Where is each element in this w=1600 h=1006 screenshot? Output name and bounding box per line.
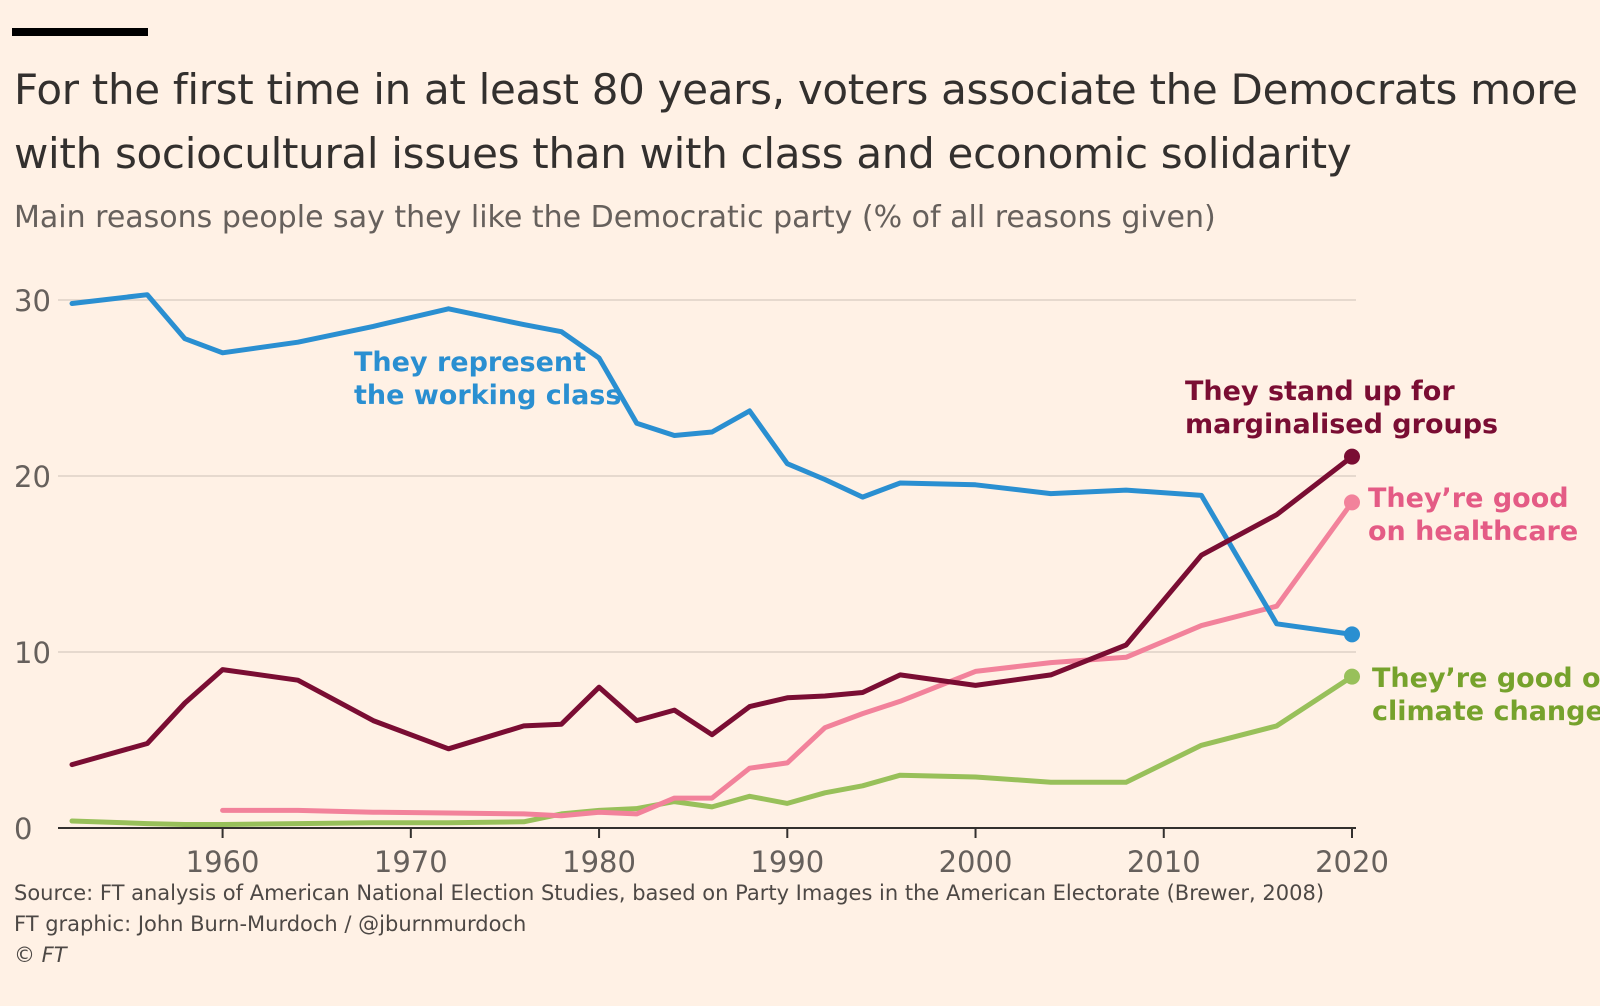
x-tick-label: 2010 <box>1127 845 1201 879</box>
y-tick-label: 10 <box>14 636 51 670</box>
series-marginalised-groups-label: They stand up for <box>1185 376 1455 407</box>
series-working-class-line <box>69 292 1355 637</box>
series-group <box>69 292 1360 827</box>
series-working-class-label: They represent <box>354 347 586 378</box>
x-tick-label: 1980 <box>562 845 636 879</box>
y-tick-label: 20 <box>14 460 51 494</box>
source-note: Source: FT analysis of American National… <box>14 881 1325 905</box>
series-healthcare-label: They’re good <box>1368 483 1569 514</box>
series-marginalised-groups-line <box>69 454 1355 768</box>
y-axis: 0 10 20 30 <box>14 284 51 846</box>
series-healthcare-line <box>220 499 1355 819</box>
series-working-class-end-marker <box>1344 626 1360 643</box>
copyright: © FT <box>14 943 67 967</box>
series-climate-change-label: climate change <box>1372 696 1600 727</box>
series-marginalised-groups-end-marker <box>1344 448 1360 465</box>
series-healthcare-label: on healthcare <box>1368 516 1578 547</box>
series-marginalised-groups-label: marginalised groups <box>1185 409 1498 440</box>
series-healthcare-end-marker <box>1344 494 1360 511</box>
x-tick-label: 2020 <box>1315 845 1389 879</box>
chart-subtitle: Main reasons people say they like the De… <box>14 200 1216 235</box>
y-tick-label: 0 <box>14 812 32 846</box>
graphic-credit: FT graphic: John Burn-Murdoch / @jburnmu… <box>14 912 527 936</box>
series-climate-change-end-marker <box>1344 668 1360 685</box>
series-working-class-label: the working class <box>354 380 621 411</box>
x-tick-label: 1960 <box>186 845 260 879</box>
line-chart: 0 10 20 30 1960 1970 1980 1990 2000 2010 2020 The… <box>14 284 1600 879</box>
x-axis: 1960 1970 1980 1990 2000 2010 2020 <box>58 827 1389 879</box>
series-climate-change-line <box>69 674 1355 827</box>
footer: Source: FT analysis of American National… <box>14 878 1584 971</box>
x-tick-label: 1970 <box>374 845 448 879</box>
x-tick-label: 2000 <box>939 845 1013 879</box>
series-climate-change-label: They’re good on <box>1372 663 1600 694</box>
chart-title: For the first time in at least 80 years,… <box>14 65 1578 178</box>
x-tick-label: 1990 <box>750 845 824 879</box>
header-rule <box>12 28 148 36</box>
y-tick-label: 30 <box>14 284 51 318</box>
